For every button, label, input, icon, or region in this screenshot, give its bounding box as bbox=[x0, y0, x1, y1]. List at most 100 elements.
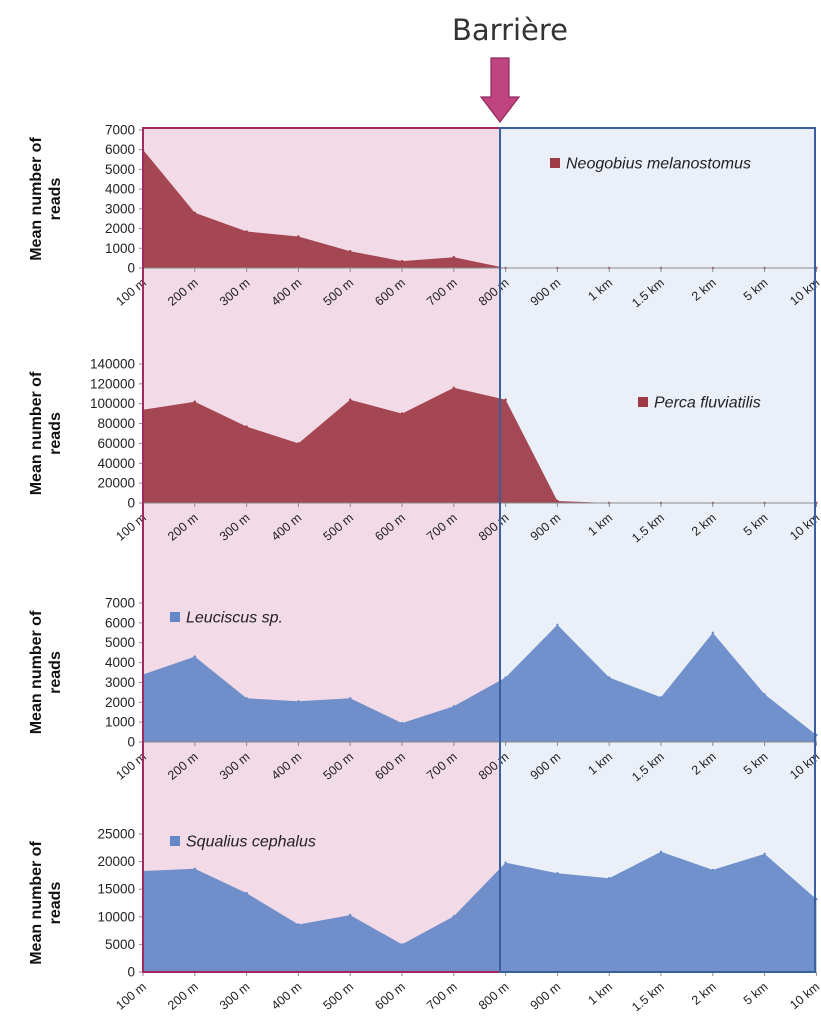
data-point bbox=[659, 696, 663, 699]
x-tick-label: 900 m bbox=[528, 980, 564, 1013]
y-tick-label: 15000 bbox=[97, 882, 135, 897]
y-tick-label: 60000 bbox=[97, 436, 135, 451]
data-point bbox=[608, 676, 611, 679]
region-backgrounds bbox=[143, 128, 815, 972]
data-point bbox=[400, 259, 404, 263]
data-point bbox=[297, 235, 300, 238]
legend-swatch bbox=[170, 836, 180, 846]
legend-label: Leuciscus sp. bbox=[186, 610, 283, 627]
data-point bbox=[400, 943, 404, 946]
data-point bbox=[504, 861, 507, 864]
y-tick-label: 3000 bbox=[105, 201, 135, 216]
legend: Squalius cephalus bbox=[170, 834, 316, 851]
x-tick-label: 200 m bbox=[165, 980, 201, 1013]
y-tick-label: 100000 bbox=[90, 396, 135, 411]
data-point bbox=[659, 850, 663, 853]
data-point bbox=[504, 676, 507, 679]
data-point bbox=[245, 891, 248, 895]
data-point bbox=[245, 697, 248, 700]
data-point bbox=[193, 211, 196, 214]
data-point bbox=[504, 398, 507, 401]
data-point bbox=[452, 386, 455, 389]
upstream-region bbox=[143, 128, 500, 972]
data-point bbox=[452, 256, 455, 259]
y-tick-label: 6000 bbox=[105, 142, 135, 157]
y-axis-label: Mean number of reads bbox=[28, 841, 64, 965]
x-tick-label: 2 km bbox=[689, 980, 719, 1008]
y-tick-label: 80000 bbox=[97, 416, 135, 431]
y-axis-label: Mean number of reads bbox=[28, 610, 64, 734]
x-tick-label: 1.5 km bbox=[629, 980, 667, 1015]
data-point bbox=[711, 631, 714, 634]
y-tick-label: 1000 bbox=[105, 241, 135, 256]
x-tick-label: 5 km bbox=[741, 980, 771, 1008]
y-tick-label: 20000 bbox=[97, 476, 135, 491]
y-tick-label: 120000 bbox=[90, 376, 135, 391]
data-point bbox=[400, 412, 404, 415]
legend-label: Squalius cephalus bbox=[186, 834, 316, 851]
data-point bbox=[245, 230, 248, 233]
y-tick-label: 140000 bbox=[90, 357, 135, 372]
x-tick-label: 10 km bbox=[787, 980, 821, 1013]
data-point bbox=[297, 700, 300, 703]
y-tick-label: 4000 bbox=[105, 655, 135, 670]
data-point bbox=[193, 867, 196, 870]
y-tick-label: 25000 bbox=[97, 827, 135, 842]
y-tick-label: 0 bbox=[127, 496, 135, 511]
legend-label: Neogobius melanostomus bbox=[566, 156, 751, 173]
data-point bbox=[245, 425, 248, 428]
x-tick-label: 500 m bbox=[321, 980, 357, 1013]
y-axis-label: Mean number of reads bbox=[28, 137, 64, 261]
data-point bbox=[556, 499, 559, 503]
data-point bbox=[711, 868, 714, 872]
data-point bbox=[193, 655, 196, 658]
data-point bbox=[400, 721, 404, 725]
series-area bbox=[143, 624, 817, 742]
y-tick-label: 5000 bbox=[105, 635, 135, 650]
legend-label: Perca fluviatilis bbox=[654, 395, 761, 412]
y-tick-label: 5000 bbox=[105, 162, 135, 177]
x-tick-label: 1 km bbox=[585, 980, 615, 1008]
series-area bbox=[143, 149, 817, 268]
data-point bbox=[608, 877, 611, 880]
data-point bbox=[349, 398, 352, 401]
barrier-label: Barrière bbox=[452, 13, 568, 47]
data-point bbox=[763, 852, 766, 856]
legend: Neogobius melanostomus bbox=[550, 156, 751, 173]
series-area bbox=[143, 851, 817, 972]
x-tick-label: 300 m bbox=[217, 980, 253, 1013]
x-tick-label: 100 m bbox=[113, 980, 149, 1013]
y-tick-label: 20000 bbox=[97, 854, 135, 869]
region-borders bbox=[142, 127, 816, 973]
data-point bbox=[452, 915, 455, 918]
y-tick-label: 5000 bbox=[105, 937, 135, 952]
data-point bbox=[763, 693, 766, 696]
y-tick-label: 0 bbox=[127, 965, 135, 980]
x-tick-label: 700 m bbox=[424, 980, 460, 1013]
data-point bbox=[556, 623, 559, 626]
barrier-arrow-icon bbox=[479, 57, 521, 123]
y-tick-label: 40000 bbox=[97, 456, 135, 471]
x-tick-label: 400 m bbox=[269, 980, 305, 1013]
y-tick-label: 2000 bbox=[105, 221, 135, 236]
chart-panel-2: 0200004000060000800001000001200001400001… bbox=[28, 357, 821, 546]
downstream-region bbox=[500, 128, 815, 972]
y-tick-label: 4000 bbox=[105, 182, 135, 197]
x-tick-label: 600 m bbox=[372, 980, 408, 1013]
legend-swatch bbox=[550, 158, 560, 168]
y-tick-label: 0 bbox=[127, 261, 135, 276]
y-tick-label: 3000 bbox=[105, 675, 135, 690]
y-tick-label: 6000 bbox=[105, 615, 135, 630]
legend: Leuciscus sp. bbox=[170, 610, 283, 627]
y-tick-label: 1000 bbox=[105, 715, 135, 730]
data-point bbox=[297, 923, 300, 926]
x-tick-label: 800 m bbox=[476, 980, 512, 1013]
y-tick-label: 7000 bbox=[105, 596, 135, 611]
y-tick-label: 10000 bbox=[97, 909, 135, 924]
legend-swatch bbox=[638, 397, 648, 407]
y-tick-label: 2000 bbox=[105, 695, 135, 710]
y-axis-label: Mean number of reads bbox=[28, 371, 64, 495]
data-point bbox=[193, 400, 196, 403]
barrier-annotation: Barrière bbox=[452, 13, 568, 123]
